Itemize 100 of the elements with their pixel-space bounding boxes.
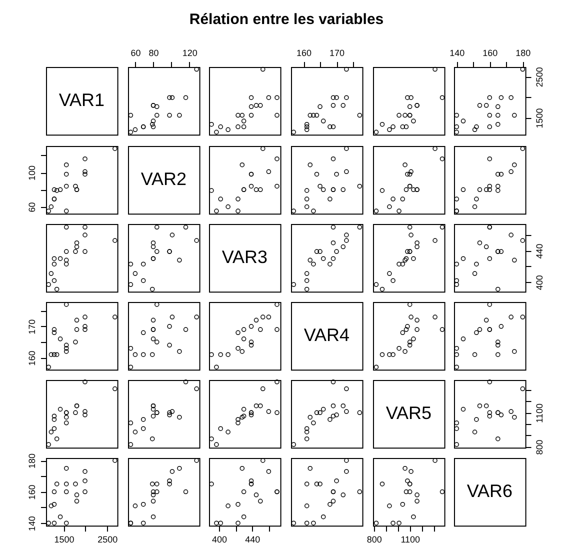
point [484,404,489,408]
point [432,238,438,243]
x-tick-label: 60 [130,48,140,58]
point [340,244,346,249]
point [396,261,402,266]
point [154,113,159,118]
point [52,327,57,332]
point [308,257,312,262]
point [214,208,220,213]
text: VAR3 [222,246,268,266]
point [304,196,310,201]
point [226,352,231,357]
point [236,208,241,213]
point [461,336,466,342]
point [488,414,492,419]
point [512,113,518,118]
point [311,208,316,213]
point [520,238,526,243]
point [314,410,320,416]
point [454,346,460,351]
point [254,404,259,408]
point [320,406,326,412]
point [150,318,156,322]
point [328,261,332,266]
point [150,499,156,504]
point [176,348,182,354]
point [150,414,156,419]
y-tick-label: 400 [534,274,545,290]
point [242,406,246,412]
point [140,278,146,283]
point [166,412,172,418]
point [183,490,188,494]
point [330,103,336,108]
point [82,327,88,332]
point [439,327,444,332]
point [330,96,336,100]
point [488,410,492,416]
point [258,327,264,332]
point [478,103,482,108]
point [52,330,57,335]
point [414,244,420,249]
point [330,499,336,504]
point [150,122,154,127]
point [357,490,362,494]
point [240,466,245,471]
point [454,261,460,266]
text: Rélation entre les variables [189,11,384,28]
point [407,104,412,110]
point [73,410,78,416]
point [318,482,322,487]
point [499,412,504,418]
point [58,514,63,520]
point [236,502,241,507]
point [58,186,63,192]
point [73,482,78,487]
point [404,248,410,254]
point [140,521,146,526]
point [74,327,80,332]
point [512,348,518,354]
point [254,318,259,322]
point [266,409,272,414]
point [328,502,332,507]
point [242,124,246,130]
point [496,352,501,357]
point [474,196,480,201]
point [496,122,501,127]
point [304,278,310,283]
point [472,128,478,132]
point [58,406,63,412]
point [242,327,246,332]
point [439,490,444,494]
point [249,412,254,418]
point [404,324,410,329]
point [150,124,156,130]
point [318,183,322,188]
point [266,469,272,474]
point [183,380,188,384]
point [166,324,172,329]
point [403,124,408,130]
point [484,318,489,322]
point [258,186,264,192]
point [150,286,154,292]
point [488,256,492,261]
point [461,406,466,412]
point [488,96,492,100]
point [407,171,412,176]
point [304,430,310,434]
point [304,521,310,526]
point [64,171,69,176]
point [74,318,80,322]
point [478,186,482,192]
point [226,204,231,209]
point [58,336,63,342]
point [357,410,362,416]
point [236,196,241,201]
point [496,113,501,118]
x-tick-label: 170 [329,48,344,58]
point [64,466,69,471]
point [357,183,362,188]
point [318,410,322,416]
